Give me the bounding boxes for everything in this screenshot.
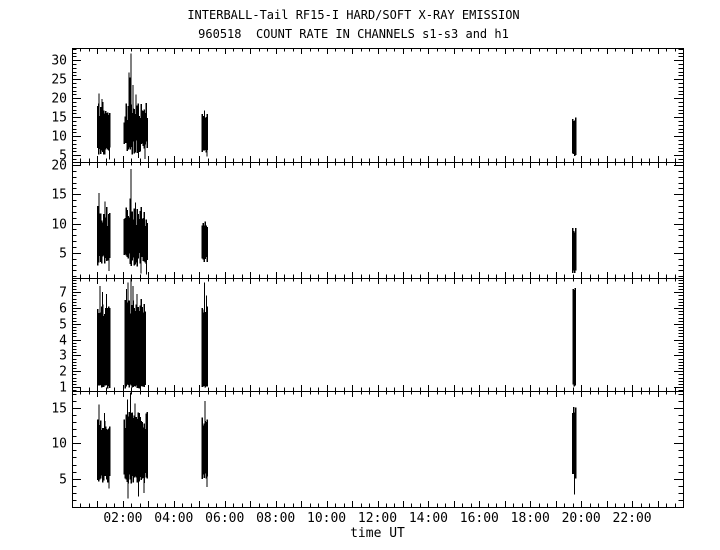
chart-title: INTERBALL-Tail RF15-I HARD/SOFT X-RAY EM… [187,8,520,22]
x-tick-label: 06:00 [205,511,244,526]
panel-h1: 5 10 15 [51,391,684,508]
x-tick-label: 08:00 [256,511,295,526]
burst [201,400,209,488]
panel-s3-frame [72,278,684,392]
panel-h1-data [97,392,577,499]
y-tick-label: 20 [51,92,67,107]
x-tick-label: 14:00 [409,511,448,526]
y-tick-label: 15 [51,188,67,203]
y-tick-label: 5 [59,318,67,333]
x-axis-title: time UT [350,526,405,541]
burst [97,93,111,160]
burst [124,278,147,389]
panel-s1: 5 10 15 20 25 30 [51,48,684,164]
y-tick-label: 15 [51,111,67,126]
x-tick-label: 16:00 [460,511,499,526]
burst [97,193,111,271]
burst [123,392,148,499]
burst [201,282,209,388]
panel-s2-axes: 5 10 15 20 [51,159,684,278]
x-tick-label: 18:00 [511,511,550,526]
burst [201,110,209,157]
burst [97,404,111,489]
burst [571,117,577,157]
panel-h1-frame [72,391,684,508]
panel-h1-axes: 5 10 15 [51,391,684,507]
y-tick-label: 10 [51,218,67,233]
panel-s1-frame [72,48,684,163]
x-tick-label: 12:00 [358,511,397,526]
x-tick-label: 02:00 [103,511,142,526]
panel-s1-axes: 5 10 15 20 25 30 [51,48,684,164]
y-tick-label: 5 [59,149,67,164]
x-axis-labels: 02:00 04:00 06:00 08:00 10:00 12:00 14:00 16:00… [103,511,651,541]
y-tick-label: 25 [51,73,67,88]
y-tick-label: 10 [51,437,67,452]
burst [571,406,577,495]
burst [201,221,209,263]
x-tick-label: 10:00 [307,511,346,526]
burst [123,53,148,159]
panel-s3-data [97,278,576,389]
burst [572,287,576,387]
y-tick-label: 20 [51,159,67,174]
x-tick-label: 22:00 [613,511,652,526]
burst [571,227,577,274]
y-tick-label: 4 [59,334,67,349]
y-tick-label: 5 [59,473,67,488]
y-tick-label: 3 [59,349,67,364]
panel-s2-data [97,169,577,275]
y-tick-label: 2 [59,365,67,380]
y-tick-label: 7 [59,286,67,301]
x-tick-label: 20:00 [562,511,601,526]
y-tick-label: 10 [51,130,67,145]
panel-s2: 5 10 15 20 [51,159,684,279]
y-tick-label: 1 [59,381,67,396]
y-tick-label: 6 [59,302,67,317]
panel-s1-data [97,53,577,160]
y-tick-label: 30 [51,54,67,69]
burst [97,285,111,389]
y-tick-label: 5 [59,247,67,262]
burst [123,169,148,275]
x-tick-label: 04:00 [154,511,193,526]
y-tick-label: 15 [51,402,67,417]
chart-subtitle: 960518 COUNT RATE IN CHANNELS s1-s3 and … [198,27,509,41]
panel-s2-frame [72,162,684,279]
